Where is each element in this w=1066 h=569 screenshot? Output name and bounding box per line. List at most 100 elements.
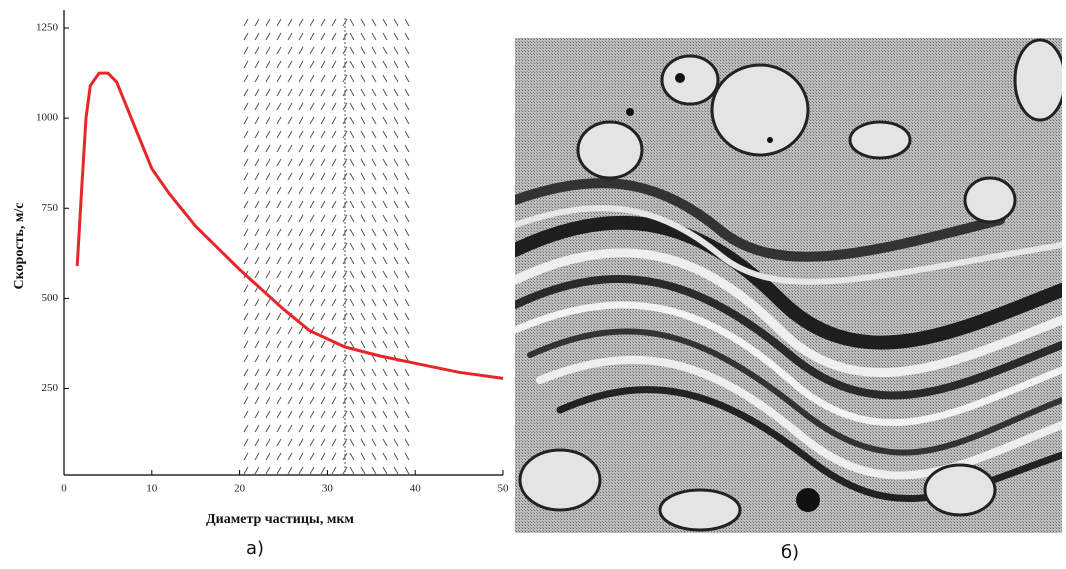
flow-vector <box>349 172 355 181</box>
flow-vector <box>320 410 326 419</box>
flow-vector <box>349 284 355 293</box>
flow-vector <box>298 312 304 321</box>
flow-vector <box>254 396 260 405</box>
flow-vector <box>371 424 377 433</box>
flow-vector <box>342 116 348 125</box>
flow-vector <box>331 74 337 83</box>
flow-vector <box>254 312 260 321</box>
flow-vector <box>349 312 355 321</box>
flow-vector <box>371 228 377 237</box>
flow-vector <box>276 284 282 293</box>
y-tick-label: 1000 <box>36 112 59 124</box>
flow-vector <box>320 284 326 293</box>
flow-vector <box>342 32 348 41</box>
flow-vector <box>243 102 249 111</box>
flow-vector <box>349 130 355 139</box>
flow-vector <box>349 354 355 363</box>
flow-vector <box>404 130 410 139</box>
flow-vector <box>254 74 260 83</box>
flow-vector <box>265 172 271 181</box>
flow-vector <box>309 46 315 55</box>
flow-vector <box>276 312 282 321</box>
flow-vector <box>243 214 249 223</box>
flow-vector <box>360 88 366 97</box>
flow-vector <box>331 396 337 405</box>
flow-vector <box>371 32 377 41</box>
flow-vector <box>298 228 304 237</box>
flow-vector <box>349 32 355 41</box>
flow-vector <box>309 32 315 41</box>
flow-vector <box>320 396 326 405</box>
flow-vector <box>287 284 293 293</box>
flow-vector <box>243 284 249 293</box>
flow-vector <box>320 368 326 377</box>
flow-vector <box>331 452 337 461</box>
flow-vector <box>320 46 326 55</box>
flow-vector <box>404 452 410 461</box>
flow-vector <box>404 424 410 433</box>
flow-vector <box>287 60 293 69</box>
flow-vector <box>349 410 355 419</box>
x-tick-label: 0 <box>61 483 67 495</box>
flow-vector <box>371 340 377 349</box>
flow-vector <box>287 354 293 363</box>
flow-vector <box>276 200 282 209</box>
flow-vector <box>371 312 377 321</box>
flow-vector <box>331 298 337 307</box>
flow-vector <box>309 60 315 69</box>
flow-vector <box>309 200 315 209</box>
flow-vector <box>298 270 304 279</box>
flow-vector <box>331 382 337 391</box>
flow-vector <box>371 60 377 69</box>
flow-vector <box>393 74 399 83</box>
flow-vector <box>360 200 366 209</box>
flow-vector <box>320 200 326 209</box>
flow-vector <box>320 312 326 321</box>
flow-vector <box>265 60 271 69</box>
flow-vector <box>393 382 399 391</box>
flow-vector <box>298 424 304 433</box>
flow-vector <box>298 46 304 55</box>
flow-vector <box>360 396 366 405</box>
flow-vector <box>371 284 377 293</box>
flow-vector <box>360 326 366 335</box>
flow-vector <box>243 326 249 335</box>
flow-vector <box>349 466 355 475</box>
flow-vector <box>254 158 260 167</box>
flow-vector <box>287 242 293 251</box>
flow-vector <box>254 32 260 41</box>
flow-vector <box>309 424 315 433</box>
flow-vector <box>309 158 315 167</box>
flow-vector <box>287 340 293 349</box>
flow-vector <box>371 214 377 223</box>
flow-vector <box>309 410 315 419</box>
flow-vector <box>243 438 249 447</box>
flow-vector <box>320 424 326 433</box>
flow-vector <box>382 200 388 209</box>
flow-vector <box>371 158 377 167</box>
flow-vector <box>393 130 399 139</box>
flow-vector <box>309 18 315 27</box>
flow-vector <box>287 130 293 139</box>
flow-vector <box>382 116 388 125</box>
flow-vector <box>265 270 271 279</box>
flow-vector <box>404 340 410 349</box>
flow-vector <box>360 354 366 363</box>
flow-vector <box>298 74 304 83</box>
flow-vector <box>349 186 355 195</box>
flow-vector <box>331 410 337 419</box>
flow-vector <box>276 410 282 419</box>
flow-vector <box>371 200 377 209</box>
flow-vector <box>243 368 249 377</box>
flow-vector <box>331 116 337 125</box>
flow-vector <box>331 424 337 433</box>
flow-vector <box>360 228 366 237</box>
flow-vector <box>371 18 377 27</box>
flow-vector <box>342 284 348 293</box>
flow-vector <box>265 326 271 335</box>
flow-vector <box>382 368 388 377</box>
flow-vector <box>382 396 388 405</box>
flow-vector <box>287 396 293 405</box>
flow-vector <box>404 382 410 391</box>
flow-vector <box>287 368 293 377</box>
